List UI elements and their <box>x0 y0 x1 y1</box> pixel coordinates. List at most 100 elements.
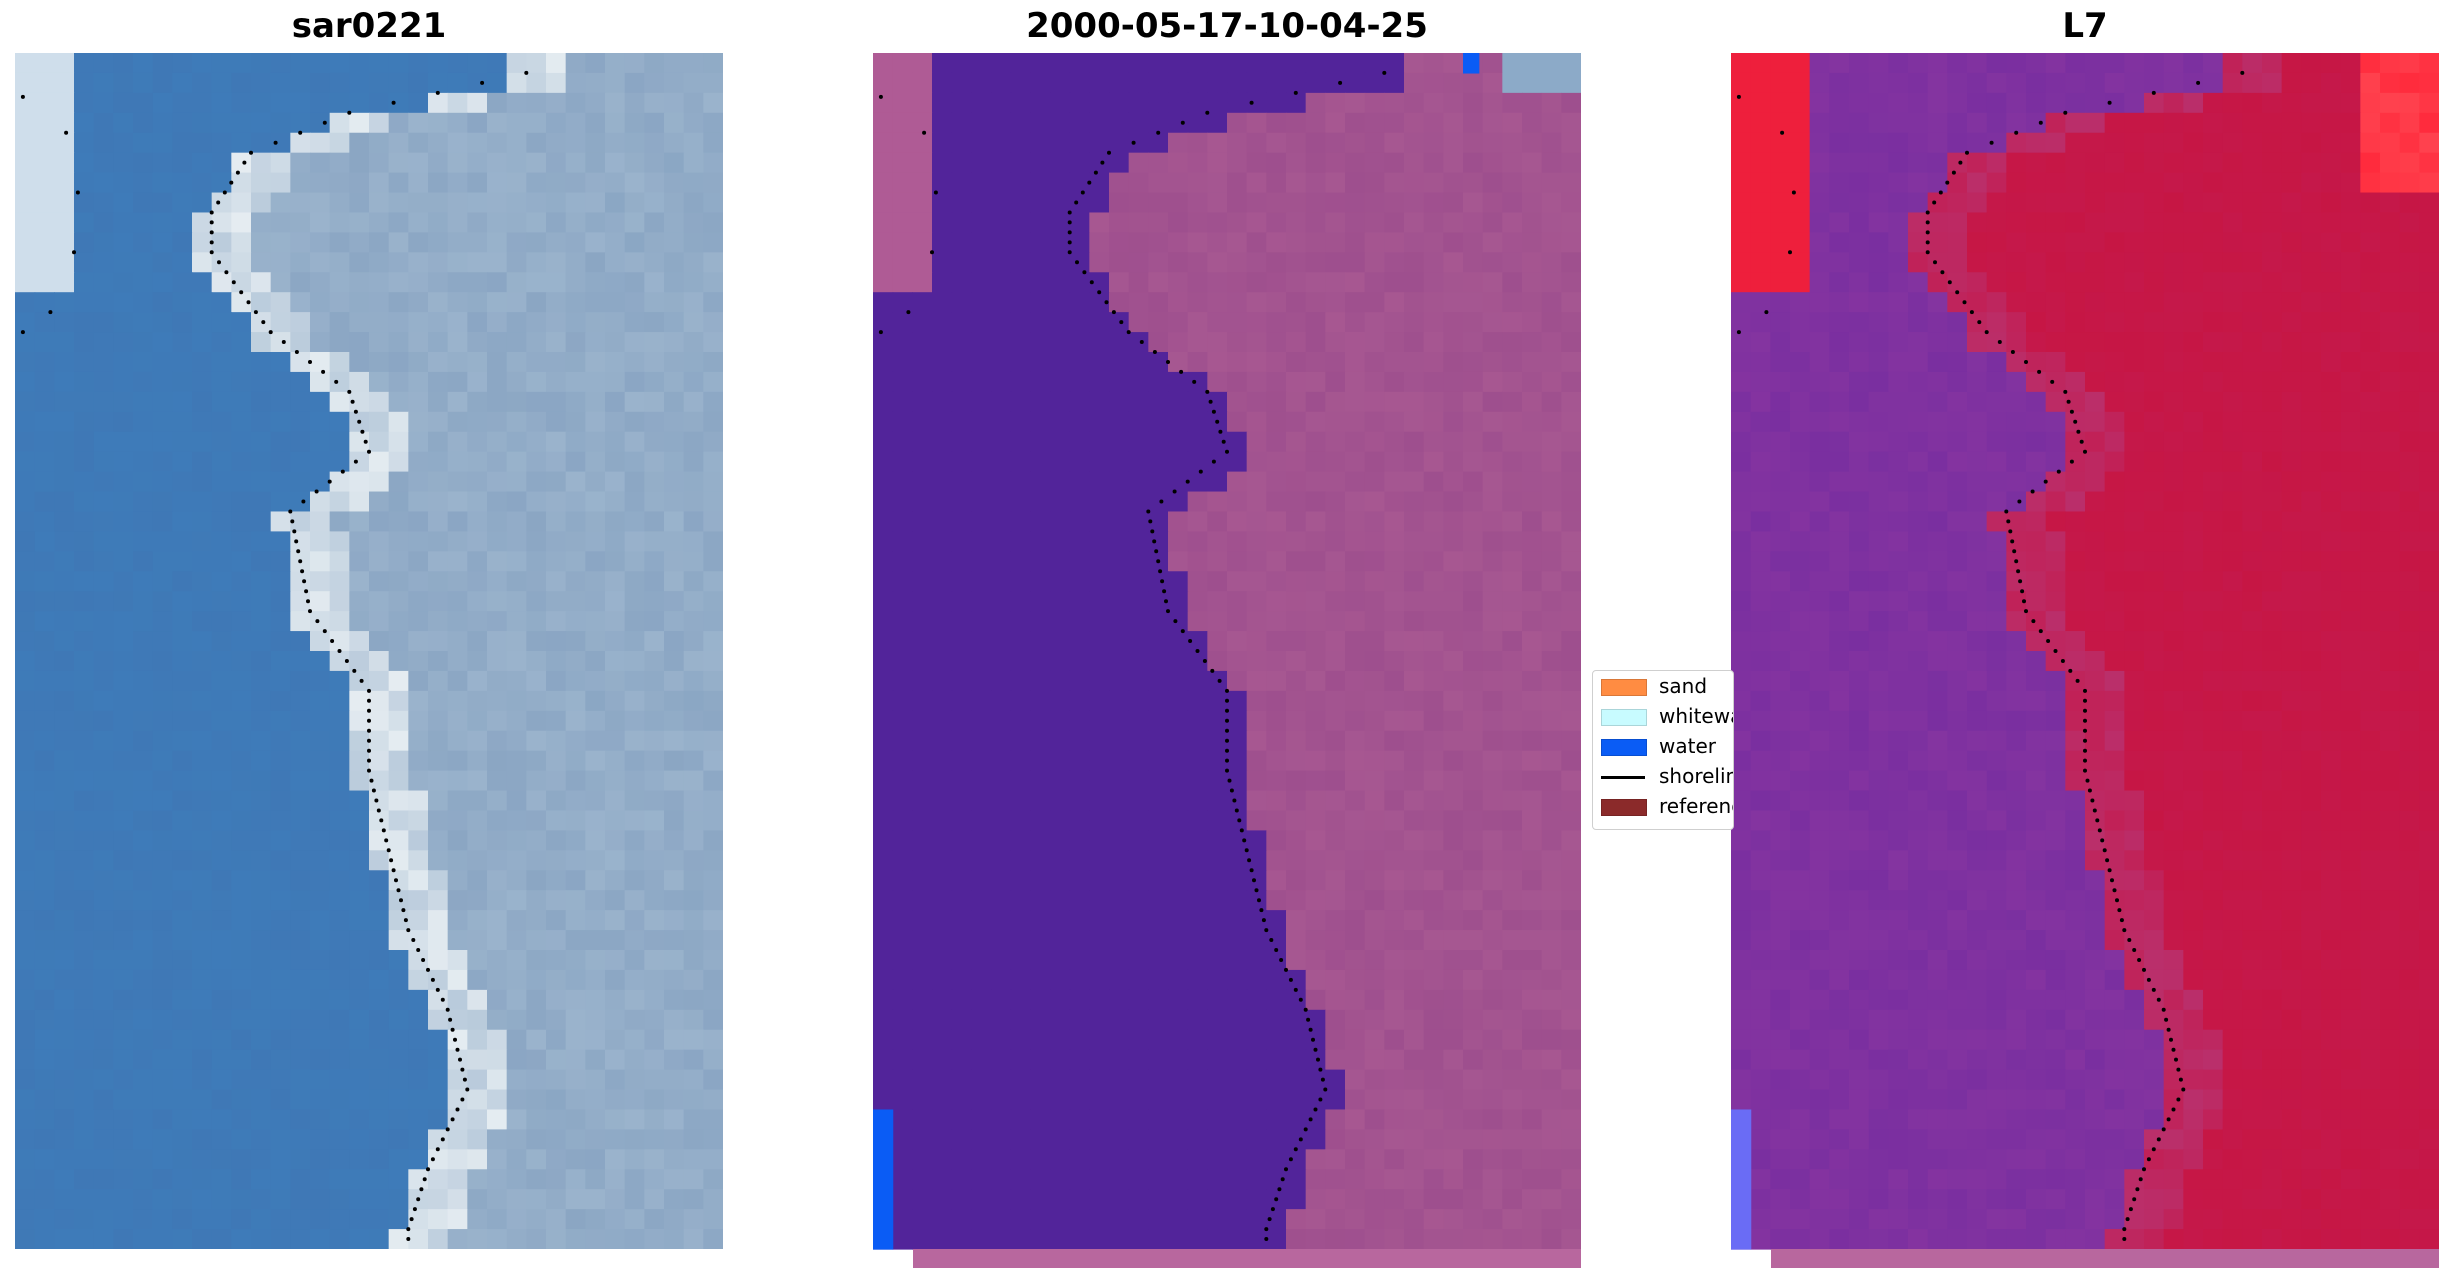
class-pixel <box>912 72 933 94</box>
class-pixel <box>1305 312 1326 333</box>
class-pixel <box>1266 471 1287 493</box>
shoreline-dot <box>1067 210 1072 215</box>
class-pixel <box>912 411 933 433</box>
rgb-pixel <box>270 1189 291 1210</box>
rgb-pixel <box>664 172 685 194</box>
rgb-pixel <box>251 1229 272 1249</box>
class-pixel <box>1030 930 1051 951</box>
rgb-pixel <box>152 1109 173 1130</box>
class-pixel <box>1404 531 1425 552</box>
class-pixel <box>1482 352 1503 373</box>
rgb-pixel <box>54 1049 75 1071</box>
rgb-pixel <box>428 53 449 74</box>
class-pixel <box>1266 1069 1287 1091</box>
rgb-pixel <box>408 1229 429 1249</box>
rgb-pixel <box>231 969 252 991</box>
index-pixel <box>2124 252 2145 273</box>
rgb-pixel <box>231 890 252 911</box>
class-pixel <box>1286 72 1307 94</box>
class-pixel <box>1069 92 1090 114</box>
index-pixel <box>1986 112 2007 134</box>
rgb-pixel <box>605 312 626 333</box>
rgb-pixel <box>369 850 390 871</box>
rgb-pixel <box>487 192 508 214</box>
class-pixel <box>1423 591 1444 612</box>
class-pixel <box>1502 1029 1523 1051</box>
rgb-pixel <box>93 770 114 792</box>
index-pixel <box>2144 252 2165 273</box>
class-pixel <box>1109 611 1130 632</box>
shoreline-dot <box>48 310 53 315</box>
rgb-pixel <box>428 790 449 812</box>
class-pixel <box>892 790 913 812</box>
rgb-pixel <box>211 212 232 233</box>
rgb-pixel <box>644 132 665 154</box>
class-pixel <box>1482 1149 1503 1170</box>
index-pixel <box>1849 172 1870 194</box>
index-pixel <box>2399 112 2420 134</box>
rgb-pixel <box>546 690 567 712</box>
class-pixel <box>1069 272 1090 293</box>
class-pixel <box>1286 1089 1307 1111</box>
shoreline-dot <box>1180 120 1185 125</box>
class-pixel <box>1522 371 1543 393</box>
rgb-pixel <box>270 631 291 652</box>
rgb-pixel <box>93 511 114 532</box>
class-pixel <box>1502 272 1523 293</box>
rgb-pixel <box>546 511 567 532</box>
class-pixel <box>1502 332 1523 353</box>
rgb-pixel <box>192 591 213 612</box>
class-pixel <box>1109 172 1130 194</box>
index-pixel <box>1947 232 1968 253</box>
class-pixel <box>1325 1149 1346 1170</box>
rgb-pixel <box>664 830 685 851</box>
class-pixel <box>1364 850 1385 871</box>
class-pixel <box>1030 770 1051 792</box>
index-pixel <box>2026 172 2047 194</box>
rgb-pixel <box>388 172 409 194</box>
rgb-pixel <box>231 690 252 712</box>
rgb-pixel <box>34 212 55 233</box>
rgb-pixel <box>74 1069 95 1091</box>
class-pixel <box>1266 451 1287 473</box>
rgb-pixel <box>329 969 350 991</box>
class-pixel <box>892 451 913 473</box>
class-pixel <box>1207 352 1228 373</box>
class-pixel <box>1168 1229 1189 1250</box>
rgb-pixel <box>34 591 55 612</box>
rgb-pixel <box>428 252 449 273</box>
class-pixel <box>873 651 894 672</box>
rgb-pixel <box>428 591 449 612</box>
class-pixel <box>971 870 992 891</box>
class-pixel <box>1345 830 1366 851</box>
class-pixel <box>1423 1129 1444 1150</box>
rgb-pixel <box>74 471 95 493</box>
rgb-pixel <box>152 232 173 253</box>
rgb-pixel <box>408 591 429 612</box>
index-pixel <box>2262 132 2283 154</box>
class-pixel <box>873 930 894 951</box>
class-pixel <box>1069 172 1090 194</box>
rgb-pixel <box>664 690 685 712</box>
class-pixel <box>892 1049 913 1071</box>
index-pixel <box>1927 92 1948 114</box>
shoreline-dot <box>249 150 253 155</box>
index-pixel <box>1967 152 1988 174</box>
rgb-pixel <box>683 870 704 891</box>
rgb-pixel <box>624 312 645 333</box>
class-pixel <box>1168 431 1189 453</box>
class-pixel <box>1089 53 1110 74</box>
class-pixel <box>1128 830 1149 851</box>
rgb-pixel <box>310 690 331 712</box>
rgb-pixel <box>585 172 606 194</box>
class-pixel <box>1364 810 1385 831</box>
rgb-pixel <box>54 571 75 592</box>
shoreline-dot <box>1164 599 1168 604</box>
shoreline-dot <box>374 798 379 803</box>
rgb-pixel <box>388 451 409 473</box>
rgb-pixel <box>113 1029 134 1051</box>
class-pixel <box>1187 332 1208 353</box>
rgb-pixel <box>605 332 626 353</box>
class-pixel <box>1286 232 1307 253</box>
class-pixel <box>1030 491 1051 513</box>
